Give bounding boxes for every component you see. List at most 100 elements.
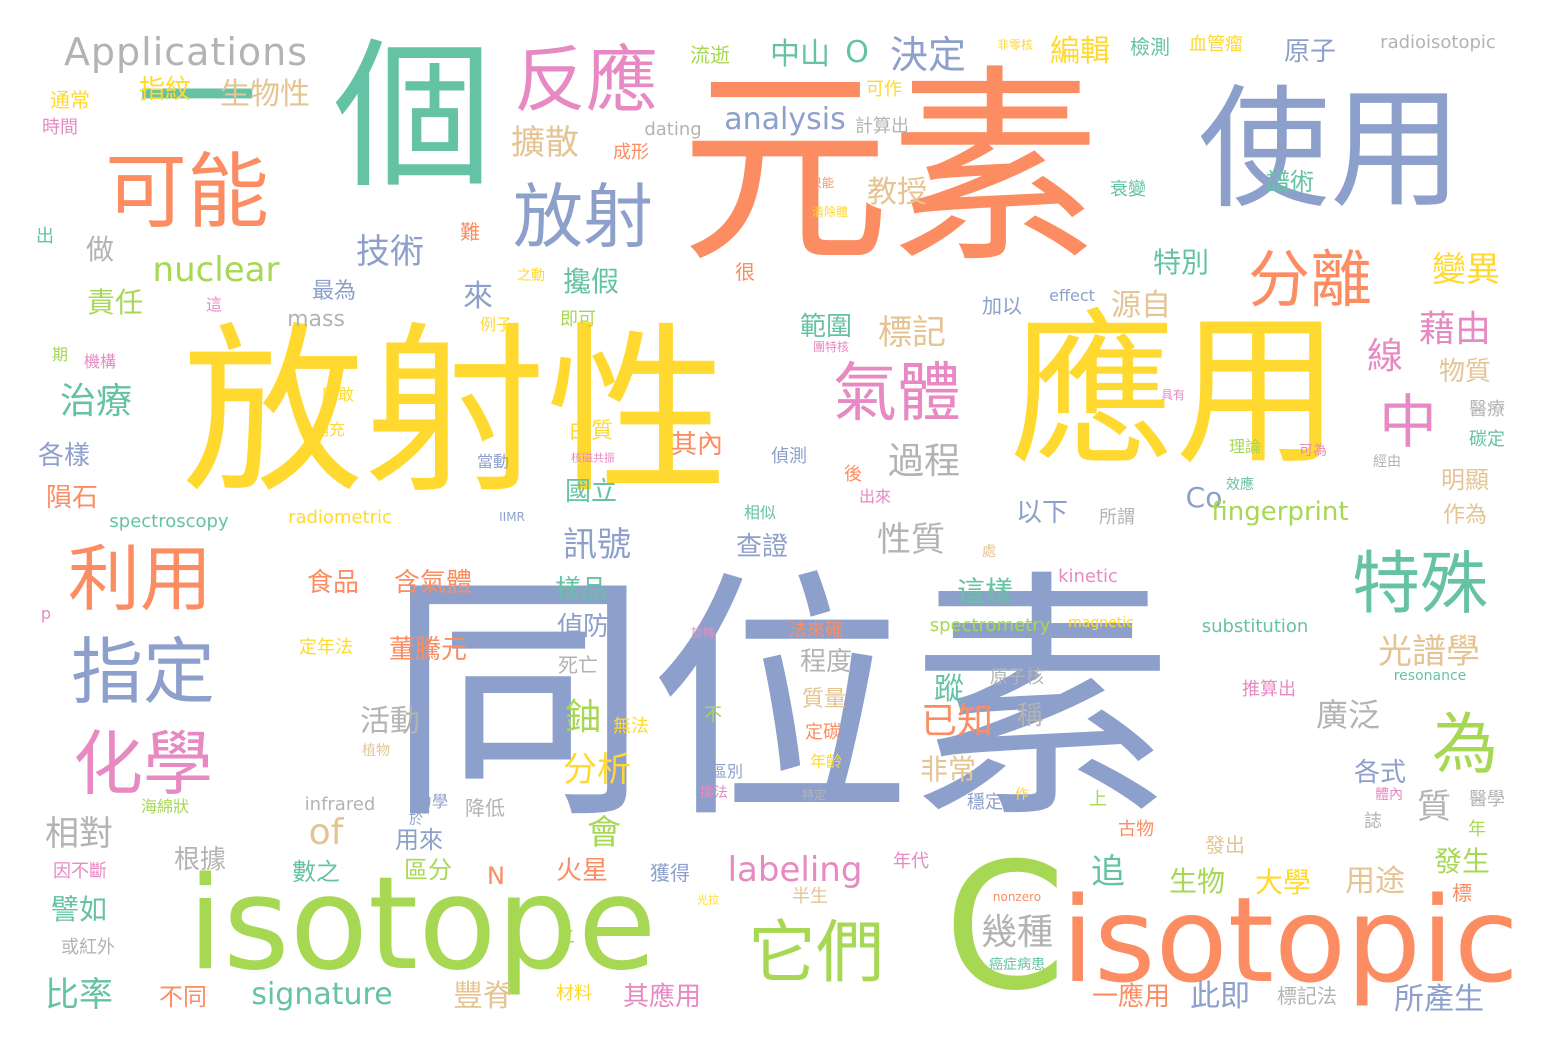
word: 稱 bbox=[1016, 701, 1044, 731]
word: 相對 bbox=[45, 814, 113, 854]
word: resonance bbox=[1393, 668, 1467, 684]
word: 發出 bbox=[1205, 833, 1245, 857]
word: 作 bbox=[1015, 787, 1029, 803]
word: 來 bbox=[463, 279, 493, 314]
word: of bbox=[308, 812, 344, 853]
word: 癌症病患 bbox=[989, 957, 1045, 973]
word: spectrometry bbox=[929, 615, 1051, 636]
word: 例子 bbox=[479, 315, 513, 334]
word: 之動 bbox=[517, 268, 545, 284]
word: IIMR bbox=[499, 510, 525, 524]
word: 不 bbox=[704, 705, 722, 726]
word: 成形 bbox=[613, 142, 649, 163]
word: 定碳 bbox=[805, 722, 841, 743]
word: 這樣 bbox=[956, 575, 1014, 608]
word: 已知 bbox=[920, 701, 994, 742]
word: 上 bbox=[1089, 789, 1107, 810]
word: 隕石 bbox=[45, 483, 99, 513]
word: 指定 bbox=[70, 630, 216, 714]
word: 海綿狀 bbox=[140, 797, 190, 816]
word: 難 bbox=[460, 220, 480, 244]
word: 以下 bbox=[1015, 498, 1069, 528]
word: 很 bbox=[735, 260, 755, 284]
word: 後 bbox=[844, 464, 862, 485]
word: 時間 bbox=[42, 117, 78, 138]
word: 譜術 bbox=[1266, 168, 1314, 196]
word: 反應 bbox=[513, 38, 659, 122]
word: 變異 bbox=[1432, 250, 1500, 290]
word: 不同 bbox=[159, 983, 207, 1011]
word: 豐脊 bbox=[453, 979, 513, 1014]
word: 法來確 bbox=[789, 620, 843, 641]
word: 非常 bbox=[919, 753, 977, 786]
word: 具有 bbox=[1160, 388, 1186, 402]
word: 火星 bbox=[555, 856, 609, 886]
word: 氣體 bbox=[833, 357, 961, 431]
word: 質 bbox=[1417, 787, 1451, 827]
word: C bbox=[943, 826, 1067, 1030]
word: 比率 bbox=[45, 975, 113, 1015]
word: 可能 bbox=[104, 145, 270, 240]
word: Applications bbox=[63, 30, 309, 74]
word: 幾種 bbox=[980, 912, 1054, 953]
word: 物質 bbox=[1438, 357, 1492, 387]
word: 因不斷 bbox=[53, 861, 107, 882]
word: 這 bbox=[205, 295, 223, 314]
word: 誌 bbox=[1364, 811, 1382, 832]
word: 團特核 bbox=[812, 340, 850, 354]
word: 生物 bbox=[1168, 865, 1226, 898]
word: 教授 bbox=[867, 175, 927, 210]
word: 可作 bbox=[866, 79, 902, 100]
word: 由質 bbox=[568, 419, 614, 444]
word: 清除體 bbox=[811, 205, 849, 219]
word: 區別 bbox=[710, 762, 744, 781]
word: 此即 bbox=[1190, 979, 1250, 1014]
word: 原子核 bbox=[990, 667, 1044, 688]
word: 數之 bbox=[292, 858, 340, 886]
word: 計算出 bbox=[855, 116, 909, 137]
word: 獲得 bbox=[650, 861, 690, 885]
word: 會 bbox=[587, 813, 621, 853]
word: 標記 bbox=[878, 313, 946, 353]
word: 技術 bbox=[356, 232, 424, 272]
word: 質量 bbox=[801, 687, 847, 712]
word: 編輯 bbox=[1050, 34, 1110, 69]
word: 含氣體 bbox=[393, 568, 473, 598]
word: 指紋 bbox=[138, 75, 192, 105]
word: 補充 bbox=[312, 420, 346, 439]
word: 樣品 bbox=[554, 575, 608, 605]
word: 程度 bbox=[799, 647, 853, 677]
word: isotope bbox=[187, 850, 657, 999]
word: 同位素 bbox=[387, 549, 1173, 854]
word: radioisotopic bbox=[1380, 32, 1496, 53]
word: 用途 bbox=[1345, 864, 1405, 899]
word: 年代 bbox=[893, 851, 929, 872]
word: 古物 bbox=[1118, 819, 1154, 840]
word: 所敢 bbox=[321, 385, 355, 404]
word: 作為 bbox=[1442, 503, 1488, 528]
word: 相似 bbox=[743, 503, 777, 522]
word: 大學 bbox=[1254, 866, 1312, 899]
word: 追 bbox=[1091, 852, 1125, 892]
word: 經由 bbox=[1373, 454, 1401, 470]
word: 或紅外 bbox=[61, 937, 115, 958]
word: 推算出 bbox=[1242, 679, 1296, 700]
word: 活動 bbox=[360, 704, 420, 739]
word: kinetic bbox=[1058, 566, 1118, 587]
word: 標記法 bbox=[1277, 984, 1337, 1008]
word: 蹤 bbox=[934, 672, 964, 707]
word: 元素 bbox=[679, 47, 1101, 292]
word: 只能 bbox=[809, 176, 835, 190]
word: mass bbox=[287, 307, 345, 332]
word: 植物 bbox=[362, 743, 390, 759]
word: 做 bbox=[85, 233, 115, 266]
word: 體內 bbox=[1375, 787, 1403, 803]
word: 光拉 bbox=[697, 893, 719, 907]
word: 偵測 bbox=[771, 446, 807, 467]
word: 範圍 bbox=[799, 312, 853, 342]
word: 它們 bbox=[747, 914, 885, 993]
word: 過程 bbox=[887, 441, 961, 482]
word: 所產生 bbox=[1394, 982, 1484, 1017]
word: 期 bbox=[51, 345, 69, 364]
